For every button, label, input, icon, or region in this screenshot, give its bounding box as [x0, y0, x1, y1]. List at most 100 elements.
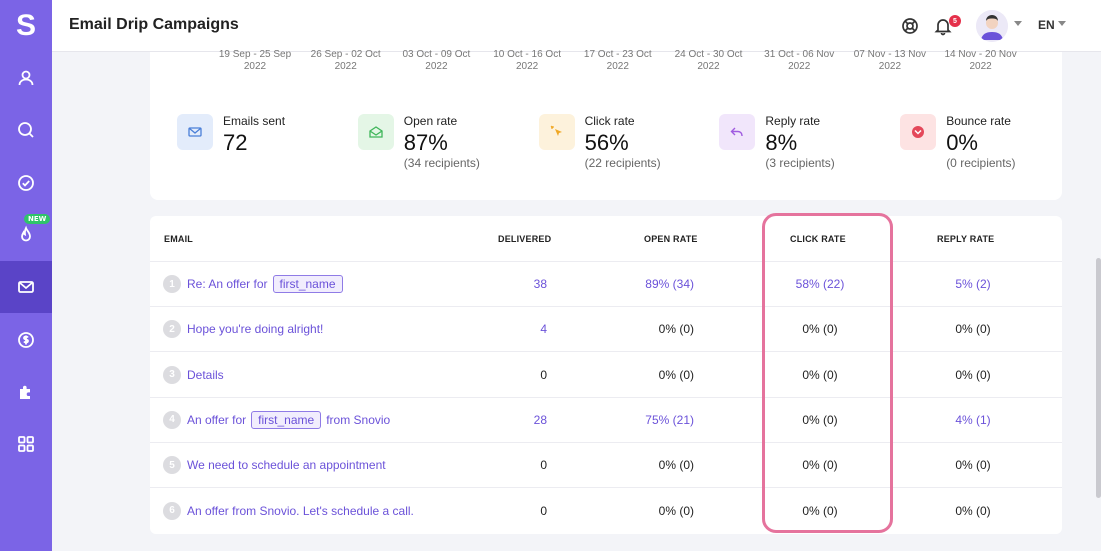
step-number-badge: 1: [163, 275, 181, 293]
week-label: 19 Sep - 25 Sep 2022: [210, 49, 300, 73]
reply-rate-cell[interactable]: 4% (1): [955, 412, 991, 427]
email-subject-text: Hope you're doing alright!: [187, 322, 324, 337]
step-number-badge: 5: [163, 456, 181, 475]
week-year: 2022: [697, 61, 720, 72]
stat-sub: (34 recipients): [403, 156, 480, 170]
open-rate-cell: 0% (0): [658, 322, 694, 337]
stat-sub: (22 recipients): [584, 156, 661, 170]
email-stats-table: [150, 216, 1062, 534]
avatar[interactable]: [976, 10, 1008, 42]
week-range: 17 Oct - 23 Oct: [583, 49, 652, 60]
click-rate-cell[interactable]: 58% (22): [795, 277, 845, 291]
email-subject-link[interactable]: We need to schedule an appointment: [187, 456, 386, 474]
header-delivered[interactable]: DELIVERED: [498, 234, 552, 244]
week-range: 14 Nov - 20 Nov: [944, 49, 1017, 60]
week-label: 10 Oct - 16 Oct 2022: [482, 49, 572, 73]
avatar-person-icon: [976, 10, 1008, 42]
email-subject-text: Re: An offer for: [187, 277, 268, 291]
row-divider: [150, 487, 1062, 489]
sidebar-item-user[interactable]: [0, 52, 52, 104]
sidebar-item-integrations[interactable]: [0, 366, 52, 418]
language-chevron-down-icon[interactable]: [1058, 21, 1066, 26]
check-circle-icon: [18, 175, 34, 191]
language-selector[interactable]: EN: [1038, 18, 1055, 32]
stat-label: Bounce rate: [946, 114, 1011, 128]
stat-label: Reply rate: [765, 114, 821, 128]
dollar-icon: [18, 332, 34, 348]
open-rate-cell: 0% (0): [658, 458, 694, 473]
bell-icon[interactable]: [933, 16, 953, 36]
open-rate-cell: 0% (0): [658, 503, 694, 518]
sidebar: S NEW: [0, 0, 52, 551]
grid-icon: [18, 436, 34, 452]
click-rate-cell: 0% (0): [802, 503, 838, 518]
click-rate-cell: 0% (0): [802, 322, 838, 337]
stat-label: Click rate: [584, 114, 635, 128]
email-subject-text: Details: [187, 367, 224, 382]
week-label: 31 Oct - 06 Nov 2022: [754, 49, 844, 73]
chevron-down-icon[interactable]: [1014, 21, 1022, 26]
header-reply-rate[interactable]: REPLY RATE: [937, 234, 995, 244]
step-number-badge: 6: [163, 501, 181, 520]
week-label: 24 Oct - 30 Oct 2022: [664, 49, 754, 73]
bounce-icon: [900, 114, 937, 150]
delivered-cell[interactable]: 38: [533, 277, 547, 291]
mail-icon: [177, 114, 213, 150]
stat-value: 56%: [584, 130, 629, 155]
click-rate-cell: 0% (0): [802, 367, 838, 382]
reply-rate-cell[interactable]: 5% (2): [955, 277, 991, 291]
header-click-rate[interactable]: CLICK RATE: [790, 234, 846, 244]
scrollbar-thumb[interactable]: [1096, 258, 1101, 498]
app-logo[interactable]: S: [15, 9, 36, 42]
sidebar-item-campaigns[interactable]: [0, 209, 52, 261]
stat-value: 8%: [765, 130, 798, 155]
week-year: 2022: [878, 61, 902, 72]
delivered-cell: 0: [540, 458, 547, 473]
open-mail-icon: [357, 114, 394, 150]
sidebar-item-billing[interactable]: [0, 314, 52, 366]
search-icon: [18, 122, 34, 138]
open-rate-cell[interactable]: 89% (34): [645, 277, 694, 291]
step-number-badge: 2: [163, 320, 181, 339]
delivered-cell[interactable]: 4: [540, 322, 547, 337]
sidebar-item-apps[interactable]: [0, 418, 52, 470]
week-year: 2022: [243, 61, 267, 72]
click-rate-cell: 0% (0): [802, 458, 838, 473]
email-subject-link[interactable]: Re: An offer for first_name: [187, 275, 348, 293]
stat-sub: (0 recipients): [946, 156, 1016, 170]
week-year: 2022: [515, 61, 539, 72]
week-label: 14 Nov - 20 Nov 2022: [936, 49, 1026, 73]
email-subject-link[interactable]: Details: [187, 366, 224, 384]
week-year: 2022: [969, 61, 992, 72]
page-title: Email Drip Campaigns: [69, 16, 239, 33]
email-subject-text: An offer from Snovio. Let's schedule a c…: [187, 503, 414, 518]
top-header: Email Drip Campaigns 5 EN: [52, 0, 1101, 52]
week-year: 2022: [788, 61, 811, 72]
row-divider: [150, 396, 1062, 398]
help-lifebuoy-icon[interactable]: [900, 16, 920, 36]
sidebar-item-search[interactable]: [0, 104, 52, 156]
week-range: 24 Oct - 30 Oct: [674, 49, 743, 60]
row-divider: [150, 261, 1062, 262]
week-label: 17 Oct - 23 Oct 2022: [573, 49, 663, 73]
stat-value: 72: [223, 130, 248, 155]
stat-label: Emails sent: [223, 114, 286, 128]
email-subject-text: We need to schedule an appointment: [187, 458, 386, 473]
row-divider: [150, 351, 1062, 353]
email-subject-link[interactable]: An offer for first_name from Snovio: [187, 410, 390, 429]
email-subject-link[interactable]: Hope you're doing alright!: [187, 320, 323, 338]
click-rate-cell: 0% (0): [802, 412, 838, 427]
header-open-rate[interactable]: OPEN RATE: [644, 234, 698, 244]
variable-tag: first_name: [272, 275, 343, 293]
variable-tag: first_name: [251, 410, 322, 429]
email-subject-text: An offer for: [187, 412, 247, 427]
open-rate-cell[interactable]: 75% (21): [645, 412, 694, 427]
email-subject-link[interactable]: An offer from Snovio. Let's schedule a c…: [187, 502, 414, 520]
sidebar-item-tasks[interactable]: [0, 157, 52, 209]
delivered-cell: 0: [540, 503, 547, 518]
header-email[interactable]: EMAIL: [164, 234, 193, 244]
delivered-cell[interactable]: 28: [533, 412, 547, 427]
reply-rate-cell: 0% (0): [955, 322, 991, 337]
week-range: 10 Oct - 16 Oct: [493, 49, 561, 60]
sidebar-item-email[interactable]: [0, 261, 52, 313]
